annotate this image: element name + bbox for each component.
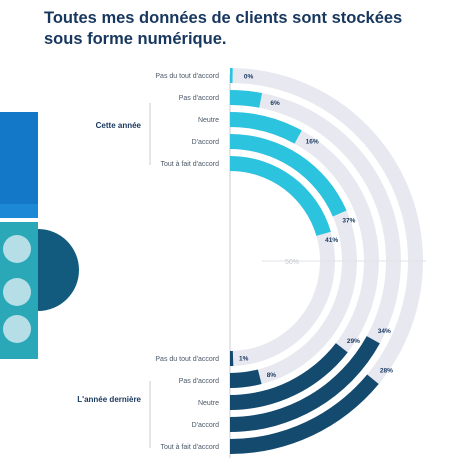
category-label: Pas du tout d'accord [155, 73, 219, 80]
blue-block-band [0, 204, 38, 218]
category-label: Neutre [198, 117, 219, 124]
value-label: 37% [342, 218, 355, 225]
circle-decor [3, 235, 31, 263]
value-label: 0% [244, 73, 254, 80]
value-label: 28% [380, 368, 393, 375]
category-label: Tout à fait d'accord [160, 444, 219, 451]
category-label: D'accord [192, 139, 220, 146]
value-label: 41% [325, 237, 338, 244]
category-label: D'accord [192, 422, 220, 429]
bar-current-1 [230, 90, 263, 108]
bar-current-2 [230, 112, 302, 144]
category-label: Neutre [198, 400, 219, 407]
bar-current-0 [230, 68, 233, 84]
navy-half-circle [38, 229, 79, 311]
series-label: Cette année [96, 121, 142, 130]
bar-current-4 [230, 156, 331, 236]
labels: Pas du tout d'accord 0% Pas d'accord 6% Neut… [77, 73, 393, 451]
center-label: 50% [285, 259, 299, 266]
bar-last-2 [230, 343, 348, 410]
value-label: 1% [239, 355, 249, 362]
value-label: 16% [306, 139, 319, 146]
value-label: 8% [267, 372, 277, 379]
value-label: 29% [347, 338, 360, 345]
category-label: Tout à fait d'accord [160, 161, 219, 168]
bar-last-0 [230, 374, 379, 454]
series-label: L'année dernière [77, 395, 141, 404]
bar-last-3 [230, 369, 262, 388]
category-label: Pas d'accord [179, 95, 219, 102]
circle-decor [3, 315, 31, 343]
category-label: Pas du tout d'accord [155, 356, 219, 363]
bar-last-4 [230, 350, 234, 367]
category-label: Pas d'accord [179, 378, 219, 385]
decorative-side-panel [0, 112, 79, 359]
value-label: 34% [378, 328, 391, 335]
track-ring [230, 112, 379, 410]
bar-last-1 [230, 336, 380, 432]
chart-title: Toutes mes données de clients sont stock… [44, 9, 403, 48]
value-label: 6% [270, 100, 280, 107]
blue-block [0, 112, 38, 204]
bar-current-3 [230, 134, 347, 217]
circle-decor [3, 278, 31, 306]
bars [230, 68, 380, 454]
